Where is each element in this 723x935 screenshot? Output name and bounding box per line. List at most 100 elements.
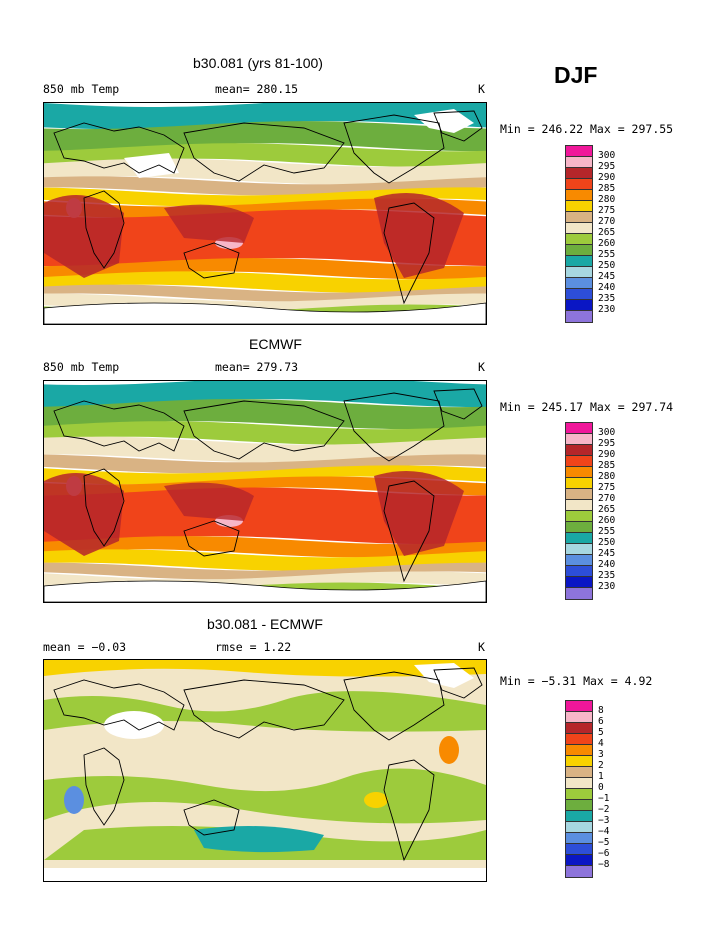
colorbar-label: 0 [598,782,604,793]
coastline [343,392,445,462]
contour-band [44,381,486,408]
colorbar-label: 260 [598,515,616,526]
panel-1-unit: K [478,82,485,96]
contour-band [164,482,254,521]
contour-band [194,826,324,853]
colorbar-swatch [566,533,592,544]
colorbar-label: 235 [598,293,616,304]
contour-band [44,271,486,293]
masked-region [414,109,474,133]
coastline [343,671,445,741]
panel-1-title: b30.081 (yrs 81-100) [193,55,323,71]
panel-3-title: b30.081 - ECMWF [207,616,323,632]
masked-region [44,868,486,881]
colorbar-swatch [566,434,592,445]
colorbar-label: 250 [598,537,616,548]
colorbar-label: 265 [598,227,616,238]
colorbar-label: −6 [598,848,610,859]
colorbar-label: 290 [598,449,616,460]
colorbar-swatch [566,767,592,778]
colorbar-swatch [566,800,592,811]
colorbar-label: 290 [598,172,616,183]
colorbar-label: 8 [598,705,604,716]
colorbar-label: −1 [598,793,610,804]
panel-1-mean: mean= 280.15 [215,82,299,96]
masked-region [414,663,474,688]
colorbar-swatch [566,588,592,599]
colorbar-label: 230 [598,304,616,315]
contour-band [44,209,486,267]
contour-band [164,204,254,243]
colorbar-label: 1 [598,771,604,782]
contour-band [44,143,486,167]
contour-band [44,487,486,545]
contour-band [44,421,486,445]
colorbar-label: 5 [598,727,604,738]
colorbar-swatch [566,723,592,734]
contour-band [44,691,486,732]
colorbar-swatch [566,778,592,789]
contour-band [64,786,84,814]
coastline [183,679,345,739]
colorbar-swatch [566,300,592,311]
colorbar-swatch [566,822,592,833]
colorbar-swatch [566,577,592,588]
coastline [383,202,435,305]
colorbar-swatch [566,756,592,767]
contour-band [44,768,486,824]
coastline [343,114,445,184]
panel-3-mean: mean = −0.03 [43,640,127,654]
colorbar-swatch [566,500,592,511]
coastline [183,242,240,279]
colorbar-label: 255 [598,249,616,260]
colorbar-label: 260 [598,238,616,249]
contour-band [44,562,486,580]
colorbar-swatch [566,478,592,489]
colorbar-swatch [566,511,592,522]
colorbar-swatch [566,445,592,456]
contour-band [374,471,464,556]
colorbar-label: 4 [598,738,604,749]
contour-band [44,454,486,474]
panel-1-colorbar [565,145,593,323]
colorbar-swatch [566,712,592,723]
panel-2-map [43,380,487,603]
colorbar-label: −8 [598,859,610,870]
coastline [183,400,345,460]
contour-band [44,258,486,280]
coastline [83,190,125,269]
colorbar-label: 280 [598,471,616,482]
colorbar-label: −3 [598,815,610,826]
contour-band [44,195,124,278]
contour-band [44,284,486,302]
colorbar-swatch [566,734,592,745]
colorbar-swatch [566,522,592,533]
masked-region [44,580,486,602]
panel-2-colorbar [565,422,593,600]
colorbar-label: 6 [598,716,604,727]
panel-2-unit: K [478,360,485,374]
contour-band [44,187,486,207]
colorbar-label: 3 [598,749,604,760]
colorbar-swatch [566,701,592,712]
colorbar-swatch [566,289,592,300]
coastline [183,520,240,557]
colorbar-swatch [566,566,592,577]
colorbar-label: 265 [598,504,616,515]
colorbar-label: 300 [598,427,616,438]
coastline [183,799,240,836]
coastline [83,468,125,547]
colorbar-label: −2 [598,804,610,815]
contour-band [439,736,459,764]
colorbar-label: 285 [598,460,616,471]
colorbar-label: 295 [598,161,616,172]
colorbar-label: 245 [598,548,616,559]
colorbar-swatch [566,789,592,800]
season-label: DJF [554,62,598,88]
colorbar-swatch [566,855,592,866]
contour-band [44,549,486,571]
colorbar-label: 300 [598,150,616,161]
colorbar-swatch [566,866,592,877]
colorbar-label: 275 [598,205,616,216]
colorbar-label: 285 [598,183,616,194]
